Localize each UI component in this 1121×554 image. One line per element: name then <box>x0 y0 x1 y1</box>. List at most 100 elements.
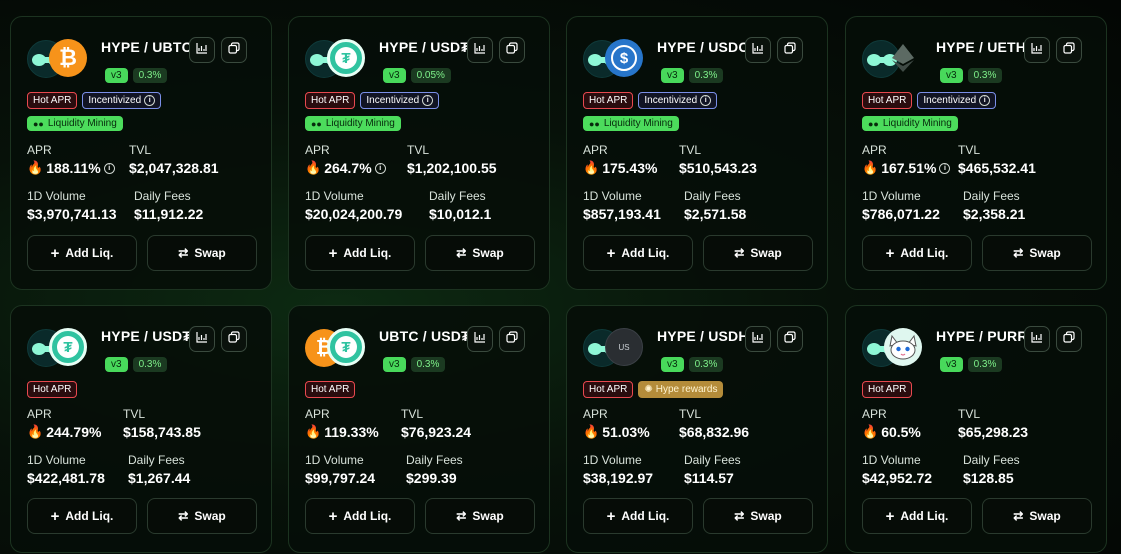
liquidity-mining-tag: ●● Liquidity Mining <box>27 116 123 131</box>
add-liquidity-button[interactable]: + Add Liq. <box>305 235 415 271</box>
pair-name[interactable]: UBTC / USD₮0 <box>379 328 478 344</box>
pair-name[interactable]: HYPE / UBTC <box>101 39 192 55</box>
info-icon: i <box>144 95 156 106</box>
add-liquidity-label: Add Liq. <box>621 509 670 523</box>
volume-label: 1D Volume <box>862 453 921 467</box>
info-icon: i <box>979 95 991 106</box>
apr-value: 🔥 167.51% i <box>862 160 951 176</box>
volume-value: $857,193.41 <box>583 206 661 222</box>
pool-header: $ HYPE / USDC v3 0.3% <box>581 37 821 83</box>
version-badge: v3 <box>383 68 406 83</box>
chart-button[interactable] <box>467 37 493 63</box>
copy-button[interactable] <box>1056 37 1082 63</box>
fees-label: Daily Fees <box>963 189 1020 203</box>
pool-card[interactable]: ₮ HYPE / USD₮0 v3 0.3% Hot APR APR TVL 🔥 244.79%… <box>10 305 272 553</box>
pool-header: HYPE / UETH v3 0.3% <box>860 37 1100 83</box>
plus-icon: + <box>885 507 895 525</box>
fees-value: $2,571.58 <box>684 206 747 222</box>
add-liquidity-button[interactable]: + Add Liq. <box>862 498 972 534</box>
swap-button[interactable]: ⇄ Swap <box>147 498 257 534</box>
pair-name[interactable]: HYPE / USDHL <box>657 328 758 344</box>
copy-button[interactable] <box>499 326 525 352</box>
tag-row: Hot APR ✺ Hype rewards <box>583 381 724 398</box>
swap-label: Swap <box>472 509 504 523</box>
swap-button[interactable]: ⇄ Swap <box>982 235 1092 271</box>
swap-button[interactable]: ⇄ Swap <box>147 235 257 271</box>
incentivized-tag[interactable]: Incentivized i <box>638 92 718 109</box>
fee-badge: 0.3% <box>688 68 724 83</box>
tvl-label: TVL <box>123 407 146 421</box>
add-liquidity-button[interactable]: + Add Liq. <box>305 498 415 534</box>
flame-icon: 🔥 <box>27 424 44 439</box>
chart-button[interactable] <box>1024 37 1050 63</box>
pair-name[interactable]: HYPE / UETH <box>936 39 1027 55</box>
pool-card[interactable]: ₮ HYPE / USD₮0 v3 0.05% Hot APR Incentivized i… <box>288 16 550 290</box>
info-icon[interactable]: i <box>939 162 951 174</box>
chart-button[interactable] <box>745 37 771 63</box>
pool-card[interactable]: HYPE / UETH v3 0.3% Hot APR Incentivized i ●● L… <box>845 16 1107 290</box>
usdhl-icon: US <box>605 328 643 366</box>
copy-icon <box>1063 330 1075 348</box>
copy-button[interactable] <box>777 37 803 63</box>
pool-card[interactable]: HYPE / PURR v3 0.3% Hot APR APR TVL 🔥 60.5% $65,… <box>845 305 1107 553</box>
tag-row: Hot APR <box>305 381 356 398</box>
incentivized-label: Incentivized <box>88 95 142 106</box>
hype-rewards-tag: ✺ Hype rewards <box>638 381 724 398</box>
fees-value: $299.39 <box>406 470 457 486</box>
hype-icon: ●● <box>868 118 879 129</box>
incentivized-tag[interactable]: Incentivized i <box>917 92 997 109</box>
add-liquidity-button[interactable]: + Add Liq. <box>27 498 137 534</box>
swap-button[interactable]: ⇄ Swap <box>425 498 535 534</box>
incentivized-tag[interactable]: Incentivized i <box>82 92 162 109</box>
add-liquidity-button[interactable]: + Add Liq. <box>27 235 137 271</box>
pair-name[interactable]: HYPE / USDC <box>657 39 749 55</box>
version-badge: v3 <box>661 357 684 372</box>
incentivized-tag[interactable]: Incentivized i <box>360 92 440 109</box>
swap-button[interactable]: ⇄ Swap <box>703 498 813 534</box>
swap-button[interactable]: ⇄ Swap <box>703 235 813 271</box>
pool-card[interactable]: US HYPE / USDHL v3 0.3% Hot APR ✺ Hype rewards… <box>566 305 828 553</box>
info-icon[interactable]: i <box>103 162 115 174</box>
add-liquidity-button[interactable]: + Add Liq. <box>862 235 972 271</box>
tag-row: Hot APR Incentivized i <box>583 92 718 109</box>
pool-card[interactable]: ₿ HYPE / UBTC v3 0.3% Hot APR Incentivized i ●●… <box>10 16 272 290</box>
swap-button[interactable]: ⇄ Swap <box>425 235 535 271</box>
swap-icon: ⇄ <box>1013 509 1024 523</box>
swap-button[interactable]: ⇄ Swap <box>982 498 1092 534</box>
volume-label: 1D Volume <box>862 189 921 203</box>
swap-icon: ⇄ <box>734 246 745 260</box>
info-icon: i <box>422 95 434 106</box>
pool-card[interactable]: $ HYPE / USDC v3 0.3% Hot APR Incentivized i ●●… <box>566 16 828 290</box>
hot-apr-tag: Hot APR <box>862 381 913 398</box>
pool-header: US HYPE / USDHL v3 0.3% <box>581 326 821 372</box>
fees-value: $114.57 <box>684 470 734 486</box>
pool-card[interactable]: ₿ ₮ UBTC / USD₮0 v3 0.3% Hot APR APR TVL 🔥 119.33… <box>288 305 550 553</box>
hype-icon: ●● <box>33 118 44 129</box>
pair-name[interactable]: HYPE / USD₮0 <box>379 39 478 55</box>
pair-name[interactable]: HYPE / USD₮0 <box>101 328 200 344</box>
info-icon[interactable]: i <box>374 162 386 174</box>
add-liquidity-button[interactable]: + Add Liq. <box>583 235 693 271</box>
copy-button[interactable] <box>221 326 247 352</box>
chart-button[interactable] <box>745 326 771 352</box>
chart-button[interactable] <box>467 326 493 352</box>
copy-button[interactable] <box>1056 326 1082 352</box>
pair-name[interactable]: HYPE / PURR <box>936 328 1028 344</box>
chart-button[interactable] <box>1024 326 1050 352</box>
apr-label: APR <box>583 407 608 421</box>
copy-button[interactable] <box>499 37 525 63</box>
add-liquidity-button[interactable]: + Add Liq. <box>583 498 693 534</box>
chart-button[interactable] <box>189 326 215 352</box>
swap-label: Swap <box>750 509 782 523</box>
copy-icon <box>228 330 240 348</box>
fees-label: Daily Fees <box>128 453 185 467</box>
apr-value: 🔥 60.5% <box>862 424 921 440</box>
chart-button[interactable] <box>189 37 215 63</box>
tvl-value: $158,743.85 <box>123 424 201 440</box>
volume-value: $99,797.24 <box>305 470 376 486</box>
copy-button[interactable] <box>221 37 247 63</box>
fees-value: $11,912.22 <box>134 206 204 222</box>
flame-icon: 🔥 <box>583 160 600 175</box>
copy-button[interactable] <box>777 326 803 352</box>
swap-label: Swap <box>750 246 782 260</box>
